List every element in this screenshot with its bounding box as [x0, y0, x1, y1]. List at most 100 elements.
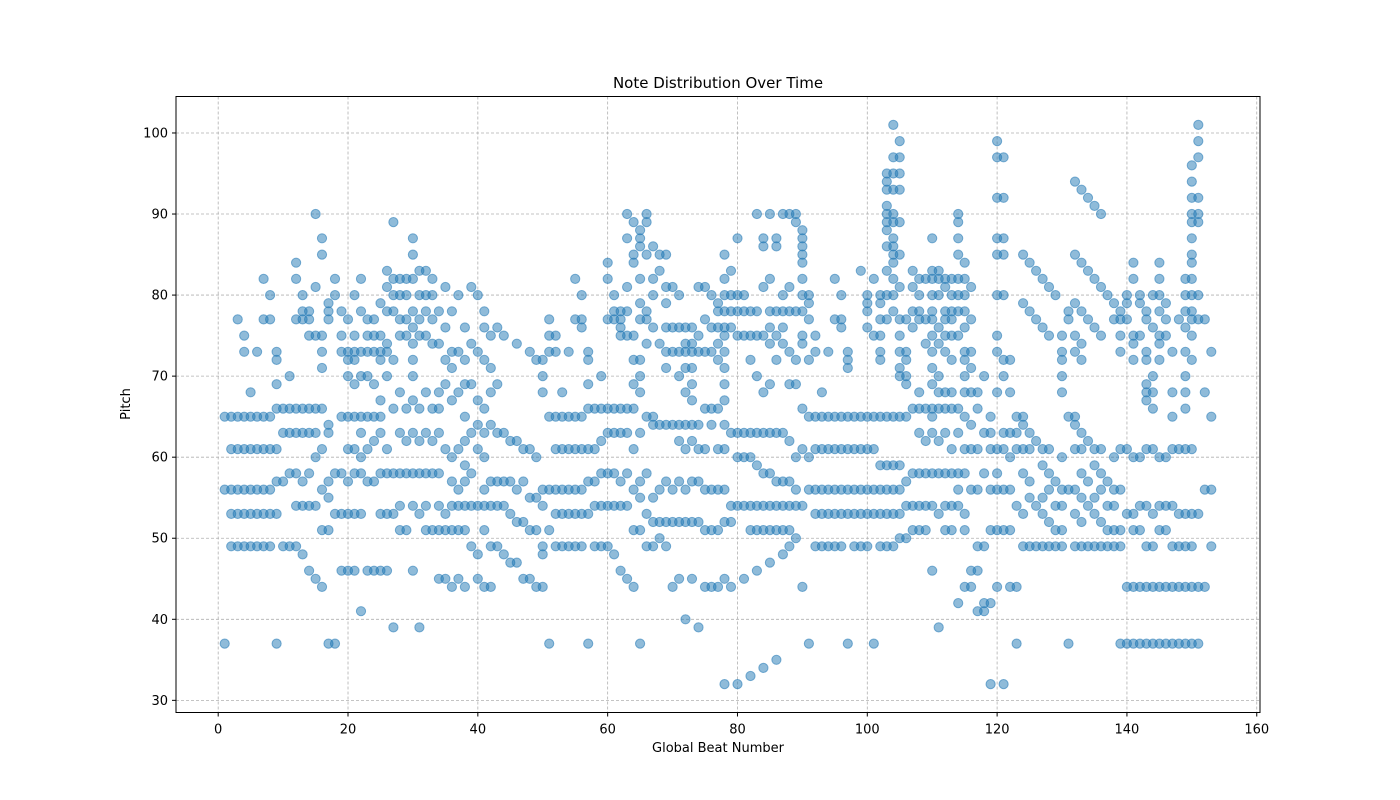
data-point: [1063, 306, 1074, 317]
data-point: [342, 371, 354, 382]
data-point: [1095, 281, 1107, 293]
data-point: [654, 265, 665, 276]
data-point: [1154, 306, 1165, 317]
data-point: [920, 338, 931, 349]
data-point: [433, 403, 444, 414]
data-point: [738, 573, 750, 584]
data-point: [381, 265, 393, 276]
data-point: [355, 306, 367, 317]
data-point: [479, 354, 490, 365]
data-point: [453, 484, 464, 495]
data-point: [1005, 354, 1016, 365]
data-point: [1031, 500, 1042, 511]
data-point: [401, 435, 412, 447]
data-point: [362, 371, 373, 382]
data-point: [544, 314, 555, 325]
data-point: [797, 403, 808, 414]
data-point: [1108, 298, 1120, 309]
y-tick-label: 40: [151, 613, 168, 628]
data-point: [933, 290, 944, 301]
data-point: [375, 330, 386, 341]
data-point: [1095, 208, 1107, 220]
data-point: [998, 444, 1009, 455]
data-point: [576, 411, 587, 422]
data-point: [901, 533, 912, 544]
data-point: [1160, 525, 1172, 536]
data-point: [1069, 330, 1081, 341]
data-point: [479, 403, 490, 414]
data-point: [790, 484, 802, 495]
data-point: [291, 468, 302, 479]
data-point: [323, 525, 334, 536]
data-point: [433, 500, 444, 511]
data-point: [712, 403, 724, 414]
data-point: [784, 435, 795, 447]
data-point: [803, 638, 815, 649]
data-point: [648, 290, 659, 301]
data-point: [1180, 387, 1191, 398]
data-point: [381, 444, 393, 455]
data-point: [570, 273, 581, 284]
data-point: [518, 516, 529, 528]
data-point: [544, 638, 555, 649]
data-point: [1005, 484, 1016, 495]
data-point: [712, 354, 724, 365]
data-point: [686, 435, 698, 447]
data-point: [907, 265, 918, 276]
data-point: [719, 679, 730, 690]
data-point: [407, 233, 418, 244]
data-point: [1089, 460, 1100, 471]
data-point: [635, 387, 646, 398]
data-point: [316, 444, 328, 455]
data-point: [712, 298, 724, 309]
data-point: [1024, 444, 1035, 455]
data-point: [342, 314, 354, 325]
data-point: [953, 427, 964, 438]
data-point: [316, 249, 328, 260]
data-point: [284, 371, 295, 382]
data-point: [1141, 306, 1152, 317]
data-point: [712, 338, 724, 349]
data-point: [784, 281, 795, 293]
data-point: [959, 257, 970, 268]
data-point: [855, 265, 866, 276]
data-point: [336, 330, 347, 341]
y-tick-label: 30: [151, 694, 168, 709]
data-point: [414, 508, 425, 520]
data-point: [1102, 476, 1113, 487]
data-point: [368, 476, 380, 487]
data-point: [680, 387, 691, 398]
data-point: [998, 290, 1009, 301]
data-point: [537, 371, 548, 382]
data-point: [622, 427, 633, 438]
data-point: [1024, 492, 1035, 503]
data-point: [777, 290, 789, 301]
data-point: [1206, 541, 1217, 552]
data-point: [407, 565, 418, 576]
data-point: [589, 476, 600, 487]
data-point: [1147, 403, 1159, 414]
data-point: [1082, 500, 1094, 511]
data-point: [1115, 306, 1126, 317]
data-point: [459, 435, 470, 447]
data-point: [1147, 387, 1159, 398]
data-point: [712, 525, 724, 536]
data-point: [751, 306, 763, 317]
data-point: [323, 492, 334, 503]
data-point: [323, 298, 334, 309]
data-point: [1186, 541, 1197, 552]
data-point: [498, 427, 509, 438]
data-point: [271, 444, 282, 455]
data-point: [1193, 192, 1204, 203]
data-point: [1043, 516, 1055, 528]
data-point: [323, 476, 334, 487]
data-point: [537, 581, 548, 593]
data-point: [336, 306, 347, 317]
data-point: [446, 362, 457, 374]
data-point: [959, 290, 970, 301]
data-point: [894, 184, 905, 195]
data-point: [316, 330, 328, 341]
data-point: [492, 322, 503, 333]
data-point: [472, 346, 483, 357]
